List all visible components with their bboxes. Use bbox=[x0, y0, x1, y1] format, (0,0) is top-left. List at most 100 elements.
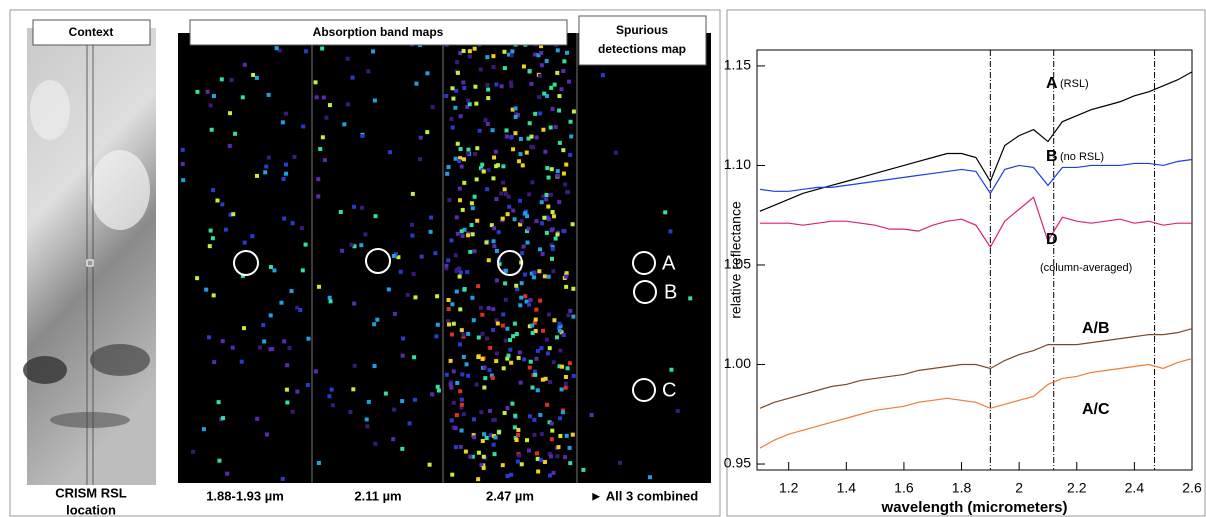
speckle bbox=[553, 236, 558, 241]
speckle bbox=[547, 473, 552, 478]
speckle bbox=[550, 428, 555, 433]
speckle bbox=[537, 269, 542, 274]
speckle bbox=[505, 356, 510, 361]
speckle bbox=[473, 152, 478, 157]
speckle bbox=[491, 176, 496, 181]
speckle bbox=[219, 77, 224, 82]
series-label: D bbox=[1046, 231, 1058, 248]
speckle bbox=[503, 281, 508, 286]
speckle bbox=[492, 155, 497, 160]
speckle bbox=[558, 323, 563, 328]
speckle bbox=[535, 456, 540, 461]
speckle bbox=[372, 98, 377, 103]
speckle bbox=[453, 253, 458, 258]
speckle bbox=[571, 286, 576, 291]
speckle bbox=[427, 462, 432, 467]
speckle bbox=[418, 157, 423, 162]
caption: 1.88-1.93 µm bbox=[206, 488, 284, 503]
speckle bbox=[263, 170, 268, 175]
series-line bbox=[759, 357, 1193, 449]
speckle bbox=[180, 147, 185, 152]
speckle bbox=[563, 455, 568, 460]
speckle bbox=[457, 342, 462, 347]
speckle bbox=[518, 303, 523, 308]
speckle bbox=[316, 177, 321, 182]
speckle bbox=[510, 107, 515, 112]
speckle bbox=[242, 240, 247, 245]
x-tick-label: 1.2 bbox=[779, 480, 799, 496]
speckle bbox=[435, 322, 440, 327]
speckle bbox=[515, 432, 520, 437]
y-tick-label: 0.95 bbox=[724, 455, 751, 471]
speckle bbox=[320, 135, 325, 140]
speckle bbox=[460, 372, 465, 377]
speckle bbox=[501, 164, 506, 169]
series-line bbox=[759, 328, 1193, 409]
speckle bbox=[366, 399, 371, 404]
speckle bbox=[484, 436, 489, 441]
speckle bbox=[547, 346, 552, 351]
series-label: A/B bbox=[1082, 320, 1110, 337]
speckle bbox=[542, 91, 547, 96]
speckle bbox=[459, 229, 464, 234]
y-tick-label: 1.10 bbox=[724, 156, 751, 172]
speckle bbox=[556, 445, 561, 450]
speckle bbox=[298, 307, 303, 312]
speckle bbox=[216, 400, 221, 405]
speckle bbox=[500, 323, 505, 328]
speckle bbox=[541, 127, 546, 132]
speckle bbox=[448, 358, 453, 363]
speckle bbox=[523, 294, 528, 299]
speckle bbox=[201, 427, 206, 432]
speckle bbox=[434, 334, 439, 339]
speckle bbox=[400, 353, 405, 358]
speckle bbox=[449, 385, 454, 390]
caption: 2.47 µm bbox=[486, 488, 534, 503]
speckle bbox=[489, 223, 494, 228]
speckle bbox=[459, 428, 464, 433]
speckle bbox=[458, 114, 463, 119]
speckle bbox=[254, 173, 259, 178]
speckle bbox=[413, 295, 418, 300]
speckle bbox=[181, 178, 186, 183]
speckle bbox=[450, 86, 455, 91]
speckle bbox=[526, 226, 531, 231]
speckle bbox=[371, 49, 376, 54]
speckle bbox=[392, 311, 397, 316]
speckle bbox=[613, 150, 618, 155]
speckle bbox=[444, 93, 449, 98]
speckle bbox=[444, 263, 449, 268]
speckle bbox=[338, 209, 343, 214]
speckle bbox=[401, 336, 406, 341]
speckle bbox=[546, 312, 551, 317]
speckle bbox=[340, 248, 345, 253]
x-tick-label: 2.2 bbox=[1067, 480, 1087, 496]
speckle bbox=[547, 420, 552, 425]
speckle bbox=[549, 228, 554, 233]
speckle bbox=[454, 88, 459, 93]
speckle bbox=[228, 212, 233, 217]
x-tick-label: 2.6 bbox=[1182, 480, 1202, 496]
speckle bbox=[458, 51, 463, 56]
speckle bbox=[518, 222, 523, 227]
speckle bbox=[327, 103, 332, 108]
speckle bbox=[491, 239, 496, 244]
speckle bbox=[220, 202, 225, 207]
speckle bbox=[453, 426, 458, 431]
speckle bbox=[510, 401, 515, 406]
title-box bbox=[578, 15, 707, 66]
speckle bbox=[266, 155, 271, 160]
speckle bbox=[563, 381, 568, 386]
speckle bbox=[563, 374, 568, 379]
speckle bbox=[299, 226, 304, 231]
speckle bbox=[520, 163, 525, 168]
speckle bbox=[538, 298, 543, 303]
speckle bbox=[508, 347, 513, 352]
speckle bbox=[525, 229, 530, 234]
speckle bbox=[372, 322, 377, 327]
speckle bbox=[557, 140, 562, 145]
speckle bbox=[571, 374, 576, 379]
speckle bbox=[554, 335, 559, 340]
speckle bbox=[451, 400, 456, 405]
speckle bbox=[491, 418, 496, 423]
